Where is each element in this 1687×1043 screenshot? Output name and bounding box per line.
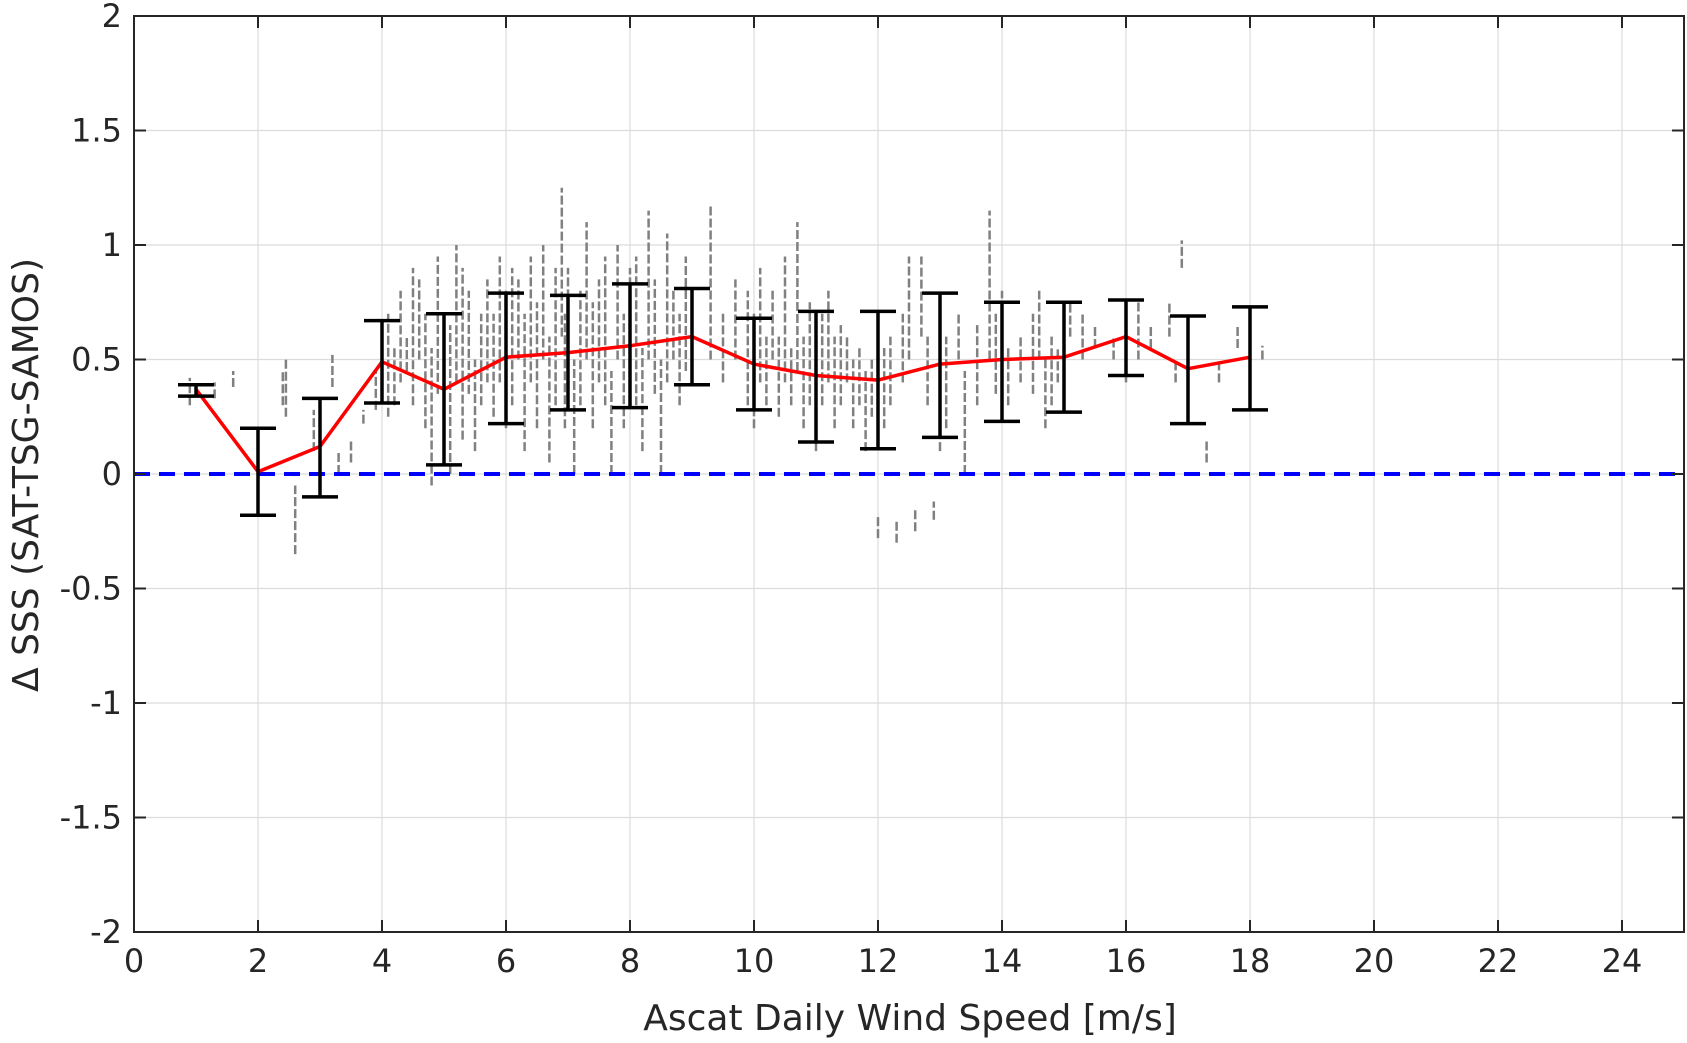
y-tick-label: 0.5 [71,341,122,379]
x-tick-label: 10 [734,942,775,980]
x-tick-label: 2 [248,942,268,980]
x-tick-label: 0 [124,942,144,980]
x-tick-label: 16 [1106,942,1147,980]
x-tick-label: 4 [372,942,392,980]
x-tick-label: 24 [1602,942,1643,980]
plot-axes [133,15,1685,933]
y-axis-title: Δ SSS (SAT-TSG-SAMOS) [6,258,47,692]
y-tick-label: -2 [90,913,122,951]
x-tick-label: 6 [496,942,516,980]
y-tick-label: 2 [102,0,122,35]
error-bars [178,282,1268,517]
x-tick-label: 20 [1354,942,1395,980]
y-tick-label: 1 [102,226,122,264]
x-tick-label: 12 [858,942,899,980]
y-tick-label: -1.5 [60,799,122,837]
x-tick-label: 18 [1230,942,1271,980]
y-tick-labels: -2 -1.5 -1 -0.5 0 0.5 1 1.5 2 [60,0,122,951]
y-tick-label: 0 [102,455,122,493]
mean-series-line [194,334,1251,474]
mean-line [194,334,1251,474]
x-tick-label: 22 [1478,942,1519,980]
x-tick-label: 14 [982,942,1023,980]
x-tick-labels: 0 2 4 6 8 10 12 14 16 18 20 22 24 [124,942,1643,980]
y-tick-label: 1.5 [71,112,122,150]
x-axis-title: Ascat Daily Wind Speed [m/s] [643,998,1177,1039]
y-tick-label: -0.5 [60,570,122,608]
scatter-points [188,187,1264,555]
y-tick-label: -1 [90,684,122,722]
x-tick-label: 8 [620,942,640,980]
